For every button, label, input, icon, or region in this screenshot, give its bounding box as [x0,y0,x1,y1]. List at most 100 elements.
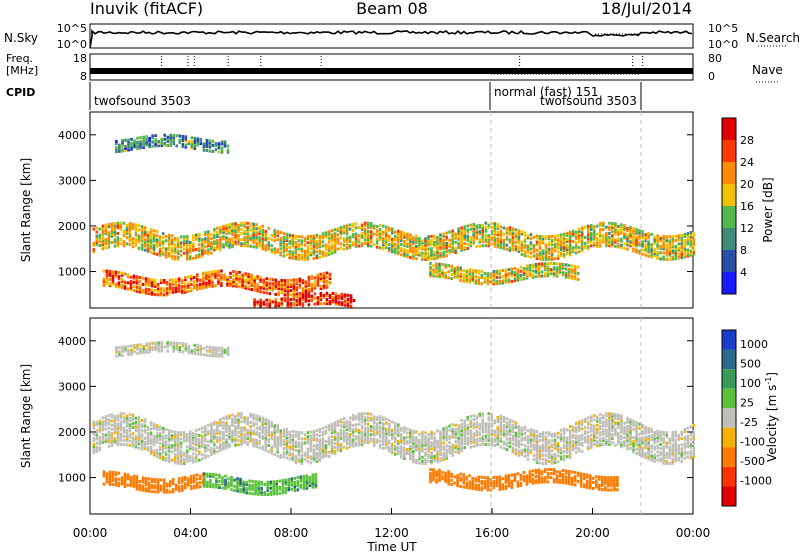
data-cell-104 [128,224,132,228]
data-cell-2536 [516,272,520,276]
data-cell-1020 [354,441,358,445]
data-cell-690 [267,423,270,427]
data-cell-2127 [268,277,271,281]
data-cell-534 [228,437,231,440]
data-cell-1778 [689,237,693,241]
data-cell-567 [288,241,292,245]
data-cell-835 [306,441,310,445]
data-cell-253 [179,241,183,245]
data-cell-857 [312,448,316,452]
data-cell-1519 [608,240,611,244]
data-cell-1844 [129,284,133,288]
data-cell-2747 [181,145,185,149]
data-cell-1504 [602,236,605,240]
data-cell-307 [201,250,204,254]
data-cell-172 [152,251,156,255]
data-cell-2277 [280,299,283,303]
data-cell-932 [412,252,415,256]
data-cell-504 [264,238,267,242]
data-cell-93 [125,228,129,231]
data-cell-709 [333,234,337,238]
data-cell-1311 [538,243,542,247]
data-cell-1535 [611,223,614,227]
data-cell-1048 [360,424,364,428]
data-cell-1554 [620,245,623,249]
data-cell-1713 [529,438,533,442]
data-cell-2070 [241,273,244,277]
data-cell-2434 [459,266,462,270]
data-cell-1455 [584,225,587,229]
data-cell-99 [128,234,132,238]
data-cell-1032 [357,435,361,439]
data-cell-376 [225,244,228,248]
data-cell-1685 [662,243,665,247]
data-cell-949 [415,234,418,238]
data-cell-1167 [391,436,394,440]
data-cell-525 [273,233,276,236]
data-cell-935 [333,452,337,455]
data-cell-48 [104,433,108,437]
data-cell-1727 [532,431,536,435]
data-cell-203 [161,236,165,240]
data-cell-2526 [510,267,514,271]
data-cell-1661 [653,237,656,241]
data-cell-1704 [668,247,671,251]
data-cell-56 [107,440,111,444]
data-cell-566 [288,245,292,249]
data-cell-1819 [114,272,118,276]
data-cell-1901 [156,285,160,289]
data-cell-2085 [626,431,629,435]
data-cell-1011 [436,248,439,252]
data-cell-279 [161,431,165,434]
data-cell-1292 [421,435,424,439]
data-cell-1837 [123,272,127,276]
data-cell-751 [285,452,289,456]
data-cell-487 [216,435,219,439]
data-cell-846 [385,235,388,239]
data-cell-2080 [247,279,250,283]
data-cell-1240 [409,438,412,442]
data-cell-1720 [674,257,677,261]
data-cell-500 [219,432,222,436]
data-cell-1174 [394,448,397,452]
data-cell-1620 [505,437,509,441]
data-cell-983 [345,442,349,446]
data-cell-1736 [677,236,680,240]
data-cell-2313 [307,295,311,299]
data-cell-1538 [614,240,617,244]
data-cell-695 [330,243,334,247]
data-cell-1717 [671,239,674,243]
data-cell-1654 [650,232,653,236]
data-cell-555 [285,247,289,251]
data-cell-2699 [145,139,148,143]
data-cell-273 [161,445,165,449]
data-cell-1230 [508,226,512,230]
data-cell-1797 [105,279,109,283]
data-cell-1593 [632,239,635,243]
data-cell-1270 [523,249,527,253]
data-cell-234 [152,451,156,455]
data-cell-979 [427,255,430,259]
data-cell-384 [225,226,228,230]
data-cell-2701 [145,135,148,139]
data-cell-2222 [316,279,320,283]
data-cell-810 [297,431,301,434]
data-cell-1580 [629,244,632,248]
data-cell-1488 [469,419,472,423]
data-cell-218 [167,239,171,243]
data-cell-1096 [372,425,376,429]
data-cell-1771 [544,449,548,453]
data-cell-1347 [550,251,554,255]
data-cell-1102 [463,225,466,229]
data-cell-2468 [477,271,480,275]
data-cell-457 [249,234,252,238]
data-cell-1301 [535,242,539,246]
data-cell-826 [378,236,382,240]
data-cell-1781 [689,231,693,235]
data-cell-143 [143,242,147,246]
data-cell-1641 [647,244,650,248]
data-cell-921 [327,424,331,428]
data-cell-563 [288,254,292,258]
data-cell-167 [149,236,153,240]
